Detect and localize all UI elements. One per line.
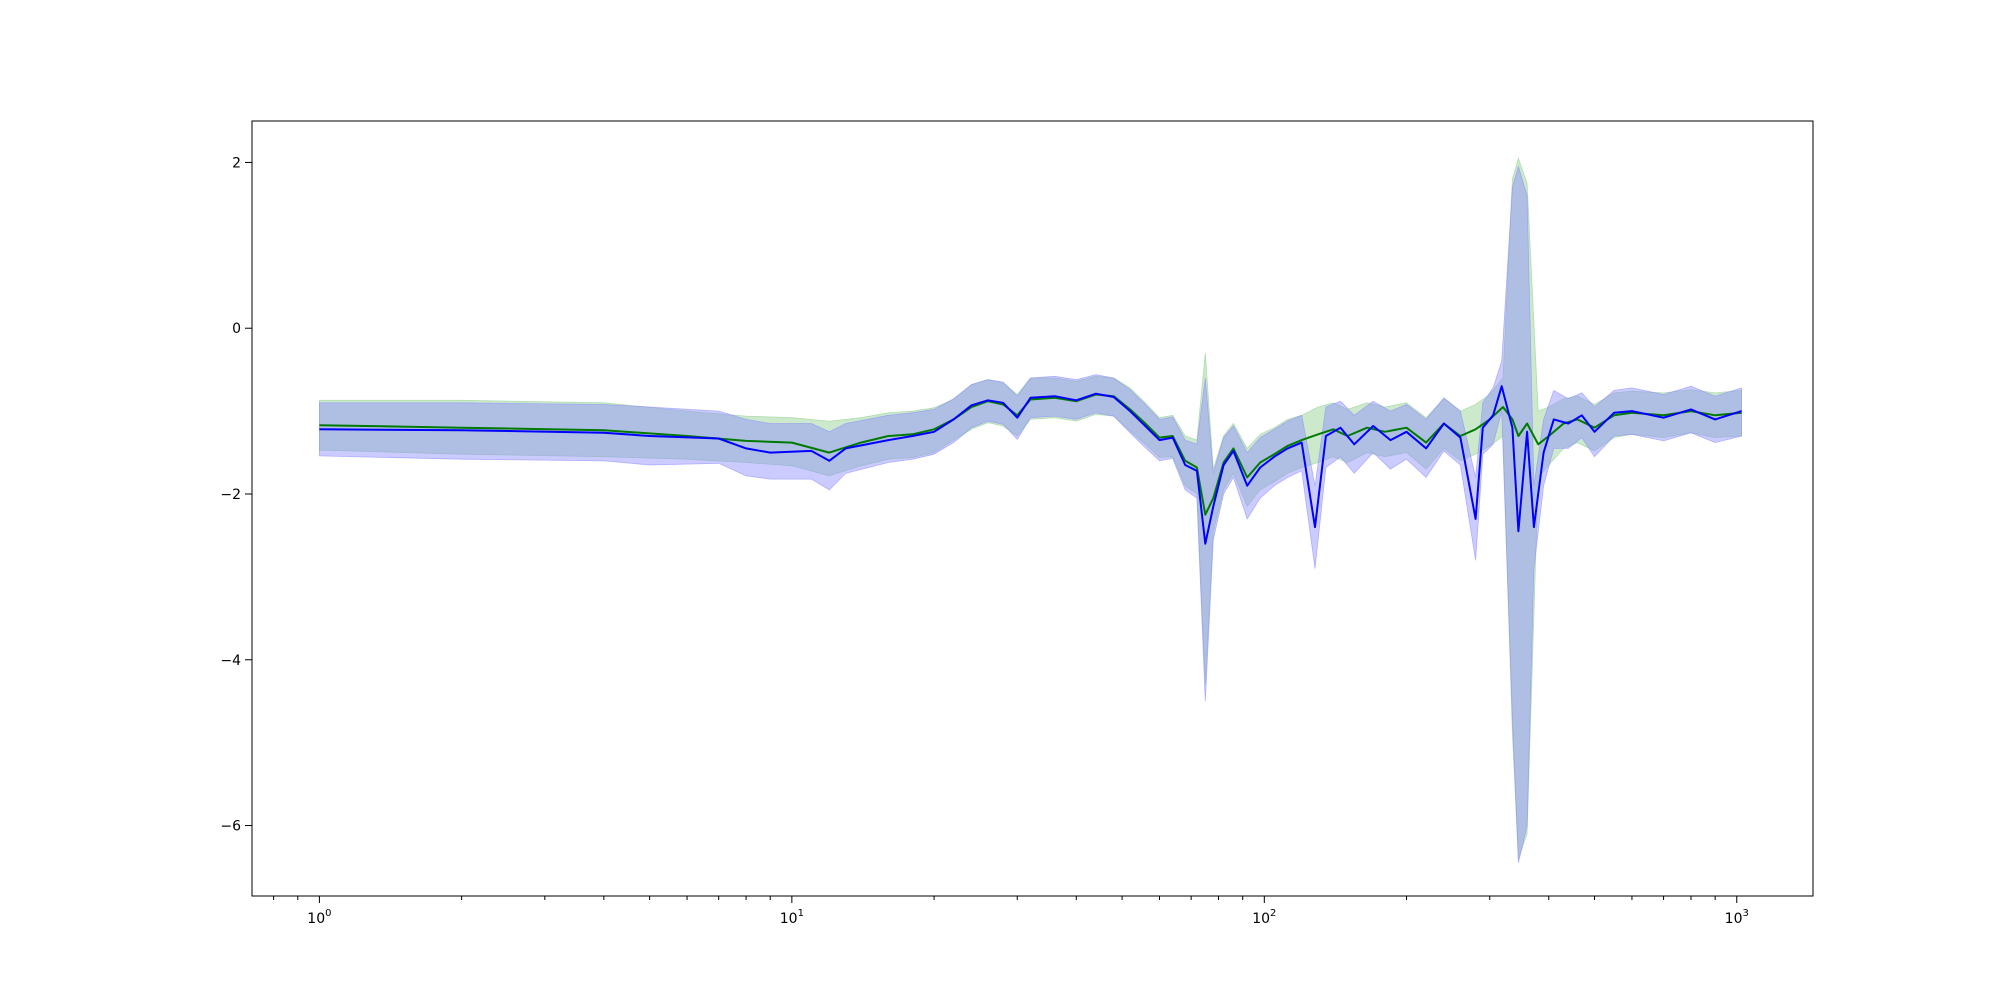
- x-tick-label: 101: [780, 908, 804, 927]
- y-tick-label: −2: [220, 487, 241, 503]
- y-axis-ticks: 2 0 −2 −4 −6: [220, 155, 252, 835]
- blue-series-band: [318, 165, 1742, 863]
- y-tick-label: 0: [232, 321, 241, 337]
- x-tick-label: 100: [307, 908, 331, 927]
- y-tick-label: −4: [220, 653, 241, 669]
- plot-area: [318, 156, 1742, 863]
- blue-series-line: [319, 385, 1742, 545]
- y-tick-label: 2: [232, 155, 241, 171]
- x-tick-label: 102: [1252, 908, 1276, 927]
- y-tick-label: −6: [220, 819, 241, 835]
- x-axis-ticks: 100 101 102 103: [273, 896, 1749, 927]
- series-lines: [319, 385, 1742, 545]
- green-series-line: [319, 393, 1742, 516]
- confidence-bands: [318, 156, 1742, 863]
- x-tick-label: 103: [1725, 908, 1749, 927]
- axes: 100 101 102 103 2 0 −2 −4 −6: [220, 120, 1814, 927]
- axes-frame: [251, 120, 1814, 897]
